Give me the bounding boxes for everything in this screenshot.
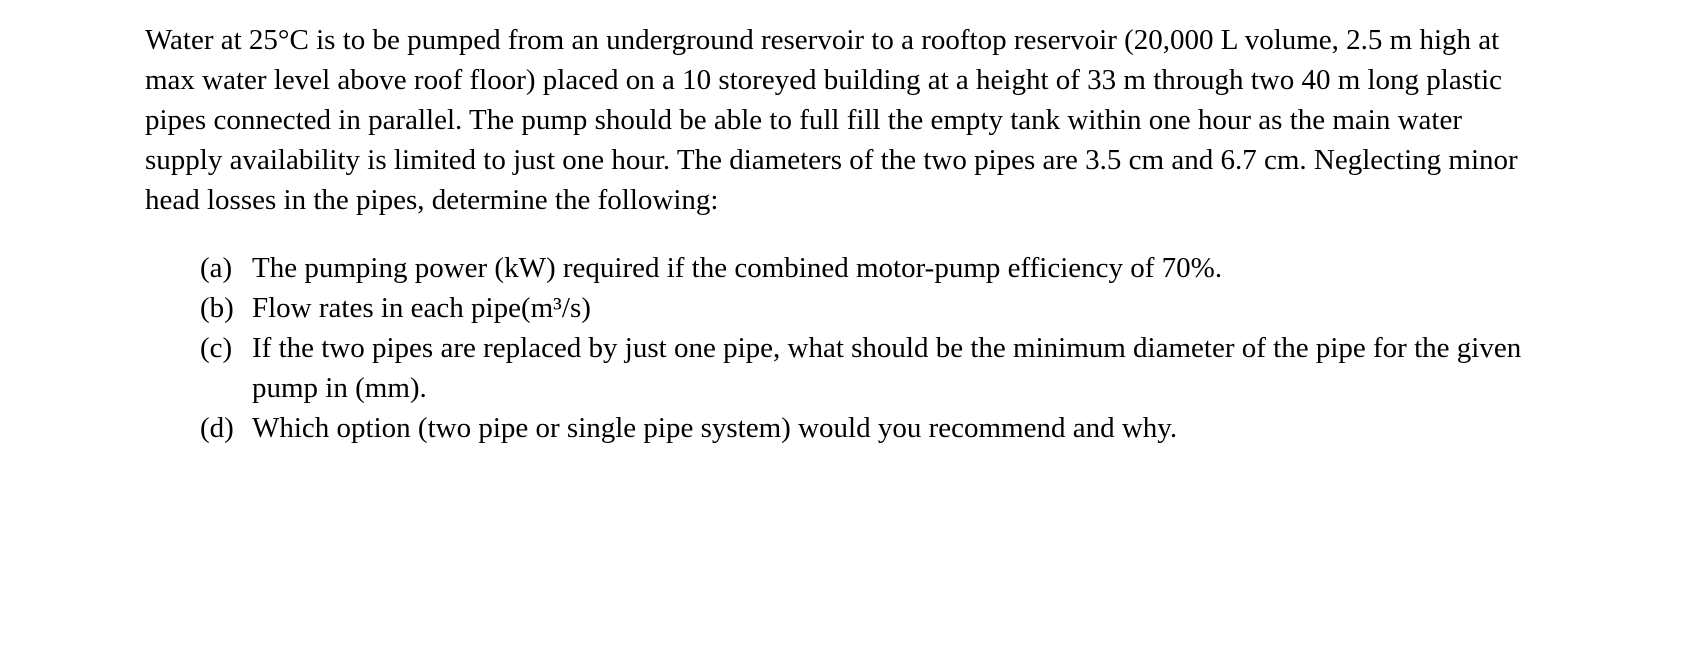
list-item: (a) The pumping power (kW) required if t…	[200, 248, 1546, 288]
problem-page: Water at 25°C is to be pumped from an un…	[0, 0, 1691, 448]
problem-intro: Water at 25°C is to be pumped from an un…	[145, 20, 1546, 220]
item-text: Which option (two pipe or single pipe sy…	[252, 408, 1546, 448]
item-text: The pumping power (kW) required if the c…	[252, 248, 1546, 288]
list-item: (c) If the two pipes are replaced by jus…	[200, 328, 1546, 408]
item-marker: (d)	[200, 408, 252, 448]
item-marker: (a)	[200, 248, 252, 288]
item-text: If the two pipes are replaced by just on…	[252, 328, 1546, 408]
list-item: (d) Which option (two pipe or single pip…	[200, 408, 1546, 448]
list-item: (b) Flow rates in each pipe(m³/s)	[200, 288, 1546, 328]
item-marker: (b)	[200, 288, 252, 328]
item-text: Flow rates in each pipe(m³/s)	[252, 288, 1546, 328]
item-marker: (c)	[200, 328, 252, 368]
question-list: (a) The pumping power (kW) required if t…	[145, 248, 1546, 448]
